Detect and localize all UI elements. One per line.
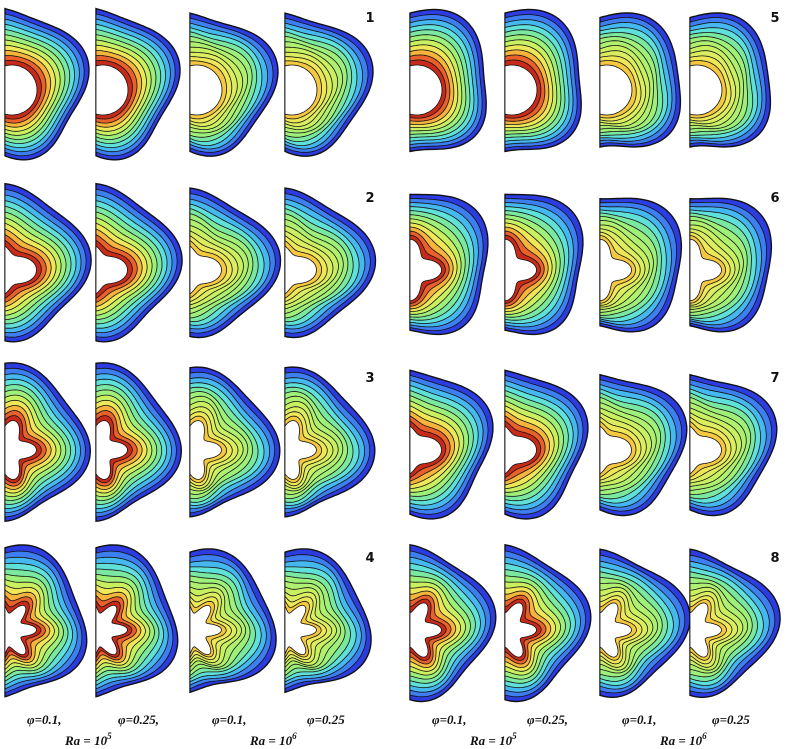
caption-phi: φ=0.25 [712,712,750,727]
contour-panel [284,12,374,157]
contour-panel [95,182,183,343]
caption-phi: φ=0.1, [622,712,657,727]
cavity [599,64,633,116]
contour-panel [689,12,772,148]
panel-label: 7 [770,371,779,386]
contour-panel [409,543,497,703]
cavity [689,425,722,475]
panel-label: 2 [365,191,374,206]
contour-panel [189,366,281,518]
contour-panel [689,373,778,517]
cavity [4,245,37,295]
cavity [599,602,632,658]
ra-text: Ra = 10 [64,733,108,748]
contour-panel [504,8,582,153]
contour-panel [284,187,377,339]
cavity [189,64,223,116]
cavity [95,64,129,116]
cavity [504,238,537,302]
contour-panel [599,548,691,698]
cavity [599,238,632,302]
cavity [504,602,537,658]
panel-label: 1 [365,11,374,26]
cavity [409,602,442,658]
cavity [95,420,128,480]
ra-exponent: 5 [512,731,517,741]
cavity [409,64,443,116]
panel-label: 6 [770,191,779,206]
ra-exponent: 6 [702,731,707,741]
caption-ra: Ra = 106 [659,731,707,748]
caption-ra: Ra = 106 [249,731,297,748]
caption-phi: φ=0.1, [212,712,247,727]
contour-panel [599,373,688,517]
cavity [4,605,37,655]
cavity [95,605,128,655]
contour-panel [4,182,92,343]
cavity [4,420,37,480]
ra-exponent: 5 [107,731,112,741]
contour-panel [504,369,589,520]
cavity [189,605,222,655]
contour-panel [409,8,487,153]
contour-panel [4,362,92,522]
panel-label: 4 [365,551,374,566]
caption-phi: φ=0.1, [27,712,62,727]
contour-panel [4,7,90,161]
cavity [284,605,317,655]
contour-panel [189,12,279,157]
cavity [189,420,222,480]
contour-panel [409,193,489,336]
contour-panel [689,548,781,698]
caption-phi: φ=0.1, [432,712,467,727]
cavity [284,245,317,295]
contour-panel [504,543,592,703]
contour-panel [409,369,494,520]
contour-panel [504,193,584,336]
cavity [504,64,538,116]
ra-text: Ra = 10 [659,733,703,748]
contour-panel [689,197,773,333]
contour-panel [284,366,376,518]
caption-phi: φ=0.25, [527,712,568,727]
caption-phi: φ=0.25, [118,712,159,727]
cavity [284,420,317,480]
ra-exponent: 6 [292,731,297,741]
contour-panel [4,544,88,698]
contour-panel [599,197,683,333]
contour-panel [599,12,682,148]
caption-ra: Ra = 105 [64,731,112,748]
cavity [409,425,442,475]
cavity [409,238,442,302]
panel-label: 5 [770,11,779,26]
ra-text: Ra = 10 [249,733,293,748]
cavity [284,64,318,116]
ra-text: Ra = 10 [469,733,513,748]
contour-panel [284,548,372,694]
contour-panel [95,7,181,161]
cavity [4,64,38,116]
caption-ra: Ra = 105 [469,731,517,748]
contour-panel [95,544,179,698]
cavity [689,64,723,116]
contour-panel [95,362,183,522]
panel-label: 8 [770,551,779,566]
contour-panel [189,548,277,694]
cavity [599,425,632,475]
caption-phi: φ=0.25 [307,712,345,727]
cavity [189,245,222,295]
cavity [689,238,722,302]
panel-label: 3 [365,371,374,386]
cavity [689,602,722,658]
contour-panel [189,187,282,339]
cavity [95,245,128,295]
cavity [504,425,537,475]
